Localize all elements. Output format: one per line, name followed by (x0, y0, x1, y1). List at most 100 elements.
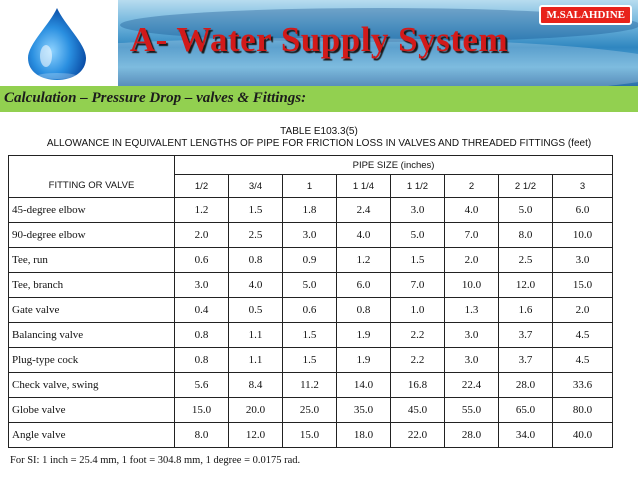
length-value-cell: 1.8 (282, 197, 337, 223)
table-body: 45-degree elbow 1.2 1.5 1.8 2.4 3.0 4.0 5.0 6.0 9… (8, 197, 614, 448)
length-value-cell: 1.1 (228, 347, 283, 373)
table-row: Balancing valve 0.8 1.1 1.5 1.9 2.2 3.0 3.7 4.5 (8, 322, 614, 348)
table-row: Tee, run 0.6 0.8 0.9 1.2 1.5 2.0 2.5 3.0 (8, 247, 614, 273)
header-banner: M.SALAHDINE A- Water Supply System (0, 0, 638, 86)
length-value-cell: 6.0 (336, 272, 391, 298)
length-value-cell: 1.3 (444, 297, 499, 323)
size-header-cell: 1/2 (174, 174, 229, 198)
length-value-cell: 1.9 (336, 322, 391, 348)
length-value-cell: 0.8 (174, 347, 229, 373)
length-value-cell: 25.0 (282, 397, 337, 423)
length-value-cell: 1.5 (282, 347, 337, 373)
length-value-cell: 15.0 (282, 422, 337, 448)
length-value-cell: 10.0 (444, 272, 499, 298)
length-value-cell: 1.2 (336, 247, 391, 273)
water-drop-icon (28, 8, 86, 80)
fitting-name-cell: Balancing valve (8, 322, 175, 348)
length-value-cell: 3.0 (174, 272, 229, 298)
length-value-cell: 2.5 (498, 247, 553, 273)
table-row: 90-degree elbow 2.0 2.5 3.0 4.0 5.0 7.0 8.0 10.0 (8, 222, 614, 248)
length-value-cell: 2.0 (174, 222, 229, 248)
length-value-cell: 0.5 (228, 297, 283, 323)
length-value-cell: 55.0 (444, 397, 499, 423)
length-value-cell: 0.8 (336, 297, 391, 323)
length-value-cell: 45.0 (390, 397, 445, 423)
fitting-name-cell: Tee, branch (8, 272, 175, 298)
table-row: Check valve, swing 5.6 8.4 11.2 14.0 16.8 22.4… (8, 372, 614, 398)
length-value-cell: 12.0 (498, 272, 553, 298)
length-value-cell: 15.0 (174, 397, 229, 423)
length-value-cell: 3.7 (498, 322, 553, 348)
fitting-name-cell: 45-degree elbow (8, 197, 175, 223)
length-value-cell: 16.8 (390, 372, 445, 398)
length-value-cell: 4.0 (228, 272, 283, 298)
length-value-cell: 4.0 (444, 197, 499, 223)
fitting-name-cell: Tee, run (8, 247, 175, 273)
length-value-cell: 1.1 (228, 322, 283, 348)
table-row: 45-degree elbow 1.2 1.5 1.8 2.4 3.0 4.0 5.0 6.0 (8, 197, 614, 223)
length-value-cell: 0.8 (174, 322, 229, 348)
subtitle-bar: Calculation – Pressure Drop – valves & F… (0, 86, 638, 112)
length-value-cell: 5.0 (390, 222, 445, 248)
length-value-cell: 3.7 (498, 347, 553, 373)
size-header-cell: 1 1/2 (390, 174, 445, 198)
length-value-cell: 0.6 (174, 247, 229, 273)
slide-title: A- Water Supply System (129, 20, 509, 59)
length-value-cell: 5.0 (498, 197, 553, 223)
length-value-cell: 3.0 (282, 222, 337, 248)
table-row: Angle valve 8.0 12.0 15.0 18.0 22.0 28.0 34.0 40… (8, 422, 614, 448)
subtitle: Calculation – Pressure Drop – valves & F… (4, 90, 307, 106)
length-value-cell: 10.0 (551, 222, 614, 248)
length-value-cell: 1.9 (336, 347, 391, 373)
length-value-cell: 5.0 (282, 272, 337, 298)
size-header-cell: 2 1/2 (498, 174, 553, 198)
length-value-cell: 4.5 (551, 322, 614, 348)
length-value-cell: 6.0 (551, 197, 614, 223)
length-value-cell: 7.0 (390, 272, 445, 298)
fitting-name-cell: Gate valve (8, 297, 175, 323)
length-value-cell: 8.4 (228, 372, 283, 398)
length-value-cell: 2.0 (444, 247, 499, 273)
length-value-cell: 0.9 (282, 247, 337, 273)
fitting-name-cell: Plug-type cock (8, 347, 175, 373)
length-value-cell: 2.4 (336, 197, 391, 223)
length-value-cell: 12.0 (228, 422, 283, 448)
length-value-cell: 0.6 (282, 297, 337, 323)
size-header-cell: 3/4 (228, 174, 283, 198)
equivalent-length-table: FITTING OR VALVE PIPE SIZE (inches) 1/2 3… (8, 155, 614, 448)
length-value-cell: 0.8 (228, 247, 283, 273)
length-value-cell: 2.2 (390, 322, 445, 348)
table-row: Globe valve 15.0 20.0 25.0 35.0 45.0 55.0 65.0 8… (8, 397, 614, 423)
length-value-cell: 65.0 (498, 397, 553, 423)
length-value-cell: 3.0 (444, 322, 499, 348)
size-header-cell: 3 (551, 174, 614, 198)
pipe-size-header: PIPE SIZE (inches) (173, 155, 614, 175)
length-value-cell: 15.0 (551, 272, 614, 298)
fitting-column-header: FITTING OR VALVE (8, 155, 175, 198)
length-value-cell: 3.0 (390, 197, 445, 223)
length-value-cell: 22.0 (390, 422, 445, 448)
logo-area (0, 0, 118, 86)
length-value-cell: 1.5 (390, 247, 445, 273)
length-value-cell: 1.5 (282, 322, 337, 348)
length-value-cell: 3.0 (551, 247, 614, 273)
footnote: For SI: 1 inch = 25.4 mm, 1 foot = 304.8… (10, 455, 301, 466)
fitting-name-cell: Angle valve (8, 422, 175, 448)
fitting-name-cell: Globe valve (8, 397, 175, 423)
length-value-cell: 33.6 (551, 372, 614, 398)
length-value-cell: 7.0 (444, 222, 499, 248)
table-row: Plug-type cock 0.8 1.1 1.5 1.9 2.2 3.0 3.7 4.5 (8, 347, 614, 373)
length-value-cell: 28.0 (498, 372, 553, 398)
size-header-row: 1/2 3/4 1 1 1/4 1 1/2 2 2 1/2 3 (9, 174, 614, 198)
table-row: Tee, branch 3.0 4.0 5.0 6.0 7.0 10.0 12.0 15.0 (8, 272, 614, 298)
table-caption-title: ALLOWANCE IN EQUIVALENT LENGTHS OF PIPE … (46, 138, 592, 149)
length-value-cell: 5.6 (174, 372, 229, 398)
length-value-cell: 8.0 (174, 422, 229, 448)
author-badge: M.SALAHDINE (539, 5, 632, 25)
length-value-cell: 20.0 (228, 397, 283, 423)
length-value-cell: 34.0 (498, 422, 553, 448)
length-value-cell: 1.0 (390, 297, 445, 323)
table-caption-number: TABLE E103.3(5) (280, 126, 358, 137)
length-value-cell: 14.0 (336, 372, 391, 398)
length-value-cell: 1.6 (498, 297, 553, 323)
